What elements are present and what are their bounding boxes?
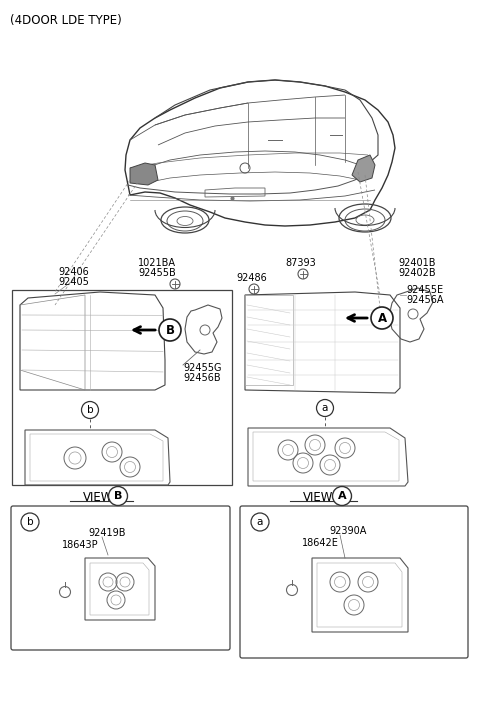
Text: b: b xyxy=(87,405,93,415)
Circle shape xyxy=(251,513,269,531)
Text: 92455G: 92455G xyxy=(183,363,221,373)
Text: (4DOOR LDE TYPE): (4DOOR LDE TYPE) xyxy=(10,14,122,27)
Circle shape xyxy=(371,307,393,329)
Text: 92456A: 92456A xyxy=(406,295,444,305)
Text: 92405: 92405 xyxy=(58,277,89,287)
Text: 92402B: 92402B xyxy=(398,268,436,278)
Text: A: A xyxy=(377,311,386,324)
Text: 92455E: 92455E xyxy=(406,285,443,295)
Text: b: b xyxy=(27,517,33,527)
Text: 1021BA: 1021BA xyxy=(138,258,176,268)
Polygon shape xyxy=(130,163,158,185)
Circle shape xyxy=(333,486,351,506)
Text: B: B xyxy=(166,324,175,336)
Text: 92455B: 92455B xyxy=(138,268,176,278)
Text: VIEW: VIEW xyxy=(83,491,113,504)
Text: VIEW: VIEW xyxy=(303,491,334,504)
Text: 18643P: 18643P xyxy=(62,540,98,550)
Text: 92406: 92406 xyxy=(58,267,89,277)
Text: 18642E: 18642E xyxy=(301,538,338,548)
Text: 92390A: 92390A xyxy=(329,526,367,536)
Text: 92401B: 92401B xyxy=(398,258,435,268)
Circle shape xyxy=(82,402,98,419)
Circle shape xyxy=(21,513,39,531)
Circle shape xyxy=(108,486,128,506)
Text: 87393: 87393 xyxy=(285,258,316,268)
Text: 92419B: 92419B xyxy=(88,528,126,538)
Circle shape xyxy=(316,400,334,417)
Polygon shape xyxy=(352,155,375,182)
Text: 92486: 92486 xyxy=(236,273,267,283)
Text: B: B xyxy=(114,491,122,501)
Text: a: a xyxy=(257,517,263,527)
Circle shape xyxy=(159,319,181,341)
Text: A: A xyxy=(338,491,346,501)
Text: 92456B: 92456B xyxy=(183,373,221,383)
Text: a: a xyxy=(322,403,328,413)
